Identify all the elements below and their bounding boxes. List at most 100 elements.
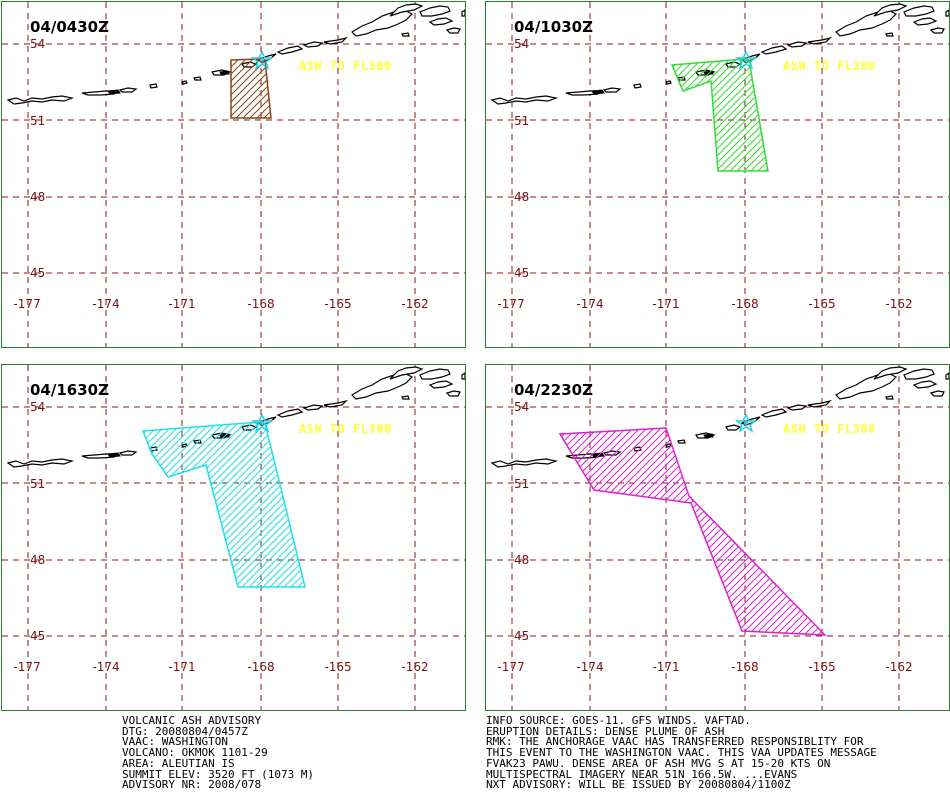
advisory-line: RMK: THE ANCHORAGE VAAC HAS TRANSFERRED … [486,735,864,749]
longitude-label: -171 [652,660,680,674]
latitude-label: 48 [514,190,530,204]
latitude-label: 51 [30,114,46,128]
coastline [461,372,465,380]
latitude-label: 45 [514,266,530,280]
coastline [149,83,158,89]
coastline [665,80,672,85]
latitude-label: 54 [514,37,530,51]
panel-time: 04/0430Z [30,18,109,36]
map-canvas [486,2,949,347]
coastline [807,36,832,45]
coastline [323,36,348,45]
advisory-header-text: VOLCANIC ASH ADVISORY DTG: 20080804/0457Z… [122,715,314,791]
coastline [276,45,304,55]
advisory-line: NXT ADVISORY: WILL BE ISSUED BY 20080804… [486,778,791,792]
coastline [302,41,324,48]
coastline [835,9,898,37]
coastline [885,32,894,37]
latitude-label: 45 [30,266,46,280]
advisory-line: DTG: 20080804/0457Z [122,724,248,738]
advisory-line: INFO SOURCE: GOES-11. GFS WINDS. VAFTAD. [486,714,751,727]
map-panel-1: 04/0430Z ASH TO FL300 54 51 48 45 -177 -174 -1… [1,1,466,348]
map-panel-4: 04/2230Z ASH TO FL300 54 51 48 45 -177 -174 -1… [485,364,950,711]
coastline [389,3,424,17]
coastline [428,380,454,389]
volcano-marker-icon [251,50,273,70]
ash-plume-polygon [558,427,827,636]
longitude-label: -168 [247,297,275,311]
coastline [912,380,938,389]
longitude-label: -177 [497,297,525,311]
longitude-label: -165 [808,297,836,311]
coastline [351,372,414,400]
latitude-label: 48 [514,553,530,567]
coastline [219,70,230,75]
coastline [107,89,121,95]
latitude-label: 51 [514,477,530,491]
volcano-marker-icon [735,50,757,70]
longitude-label: -162 [885,660,913,674]
ash-plume-polygon [670,58,769,172]
volcano-marker-icon [735,413,757,433]
longitude-label: -174 [92,660,120,674]
coastline [873,3,908,17]
map-canvas [2,2,465,347]
longitude-label: -168 [731,297,759,311]
coastline [591,89,605,95]
coastline [118,87,138,93]
advisory-line: VAAC: WASHINGTON [122,735,228,749]
longitude-label: -174 [576,297,604,311]
advisory-line: VOLCANO: OKMOK 1101-29 [122,746,268,760]
coastline [351,9,414,37]
coastline [401,395,410,400]
coastline [725,424,742,431]
latitude-label: 48 [30,553,46,567]
map-canvas [2,365,465,710]
latitude-label: 51 [514,114,530,128]
coastline [703,433,714,438]
coastline [945,372,949,380]
panel-time: 04/1030Z [514,18,593,36]
coastline [419,368,451,380]
map-panel-3: 04/1630Z ASH TO FL300 54 51 48 45 -177 -174 -1… [1,364,466,711]
coastline [633,83,642,89]
advisory-line: THIS EVENT TO THE WASHINGTON VAAC. THIS … [486,746,877,760]
ash-plume-polygon [230,58,272,119]
longitude-label: -171 [652,297,680,311]
coastline [302,404,324,411]
longitude-label: -162 [401,297,429,311]
coastline [885,395,894,400]
volcano-marker-icon [251,413,273,433]
longitude-label: -174 [92,297,120,311]
coastline [786,41,808,48]
longitude-label: -171 [168,660,196,674]
coastline [6,458,75,468]
coastline [760,408,788,418]
coastline [181,80,188,85]
advisory-details-text: INFO SOURCE: GOES-11. GFS WINDS. VAFTAD.… [486,714,877,792]
latitude-label: 48 [30,190,46,204]
longitude-label: -177 [13,660,41,674]
coastline [490,458,559,468]
ash-level-label: ASH TO FL300 [783,59,876,73]
coastline [445,27,461,34]
coastline [193,76,202,81]
longitude-label: -174 [576,660,604,674]
coastline [912,17,938,26]
coastline [490,95,559,105]
panel-time: 04/1630Z [30,381,109,399]
longitude-label: -177 [13,297,41,311]
coastline [677,439,686,444]
coastline [873,366,908,380]
coastline [760,45,788,55]
longitude-label: -171 [168,297,196,311]
longitude-label: -165 [324,660,352,674]
ash-level-label: ASH TO FL300 [299,422,392,436]
coastline [903,368,935,380]
latitude-label: 51 [30,477,46,491]
coastline [6,95,75,105]
latitude-label: 54 [30,37,46,51]
coastline [323,399,348,408]
coastline [118,450,138,456]
map-canvas [486,365,949,710]
